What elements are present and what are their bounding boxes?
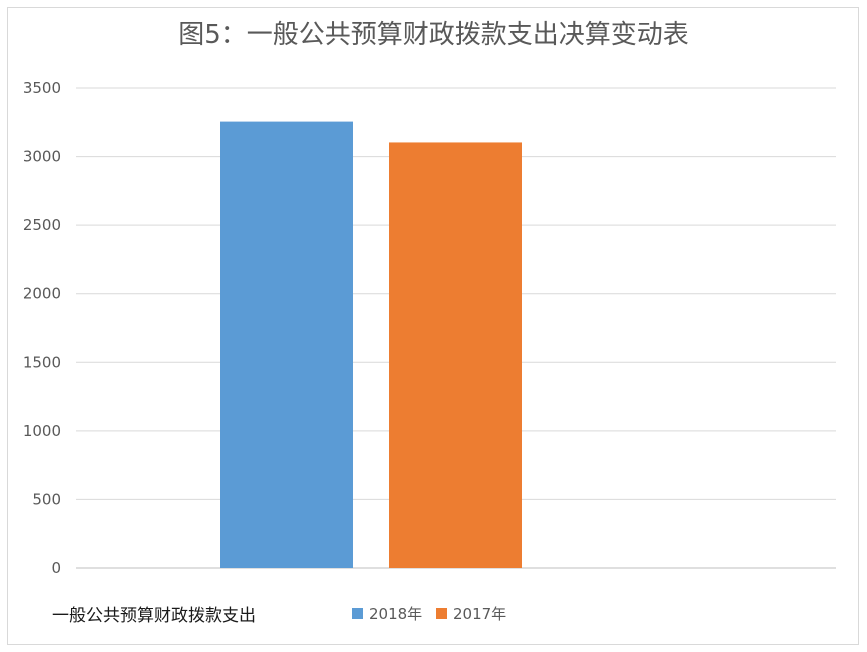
y-tick-label: 2500 (23, 216, 61, 234)
x-category-label: 一般公共预算财政拨款支出 (52, 606, 256, 626)
y-tick-label: 3000 (23, 148, 61, 166)
y-tick-label: 2000 (23, 285, 61, 303)
y-tick-label: 0 (51, 559, 61, 577)
y-tick-label: 1500 (23, 353, 61, 371)
legend-swatch (352, 608, 363, 619)
legend-swatch (436, 608, 447, 619)
legend-label: 2018年 (369, 605, 422, 623)
y-tick-label: 500 (32, 490, 61, 508)
chart-title: 图5：一般公共预算财政拨款支出决算变动表 (178, 20, 689, 50)
bar-2017年 (389, 142, 522, 568)
y-tick-label: 1000 (23, 422, 61, 440)
legend-label: 2017年 (453, 605, 506, 623)
bar-2018年 (220, 121, 353, 568)
y-tick-label: 3500 (23, 79, 61, 97)
